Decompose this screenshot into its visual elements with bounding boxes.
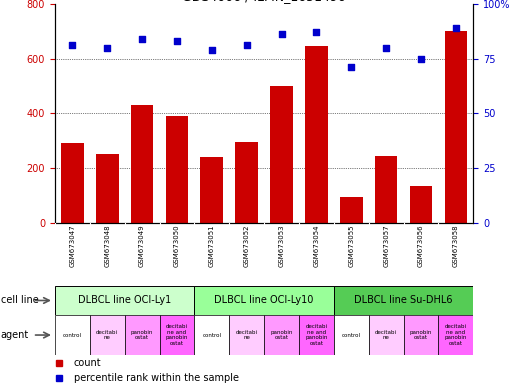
Bar — [55, 286, 195, 315]
Bar — [438, 315, 473, 355]
Text: decitabi
ne: decitabi ne — [375, 329, 397, 341]
Text: GSM673058: GSM673058 — [453, 225, 459, 267]
Bar — [160, 315, 195, 355]
Bar — [55, 315, 90, 355]
Bar — [166, 116, 188, 223]
Text: GSM673054: GSM673054 — [313, 225, 320, 267]
Text: GSM673052: GSM673052 — [244, 225, 249, 267]
Text: DLBCL line Su-DHL6: DLBCL line Su-DHL6 — [354, 295, 453, 306]
Text: decitabi
ne and
panobin
ostat: decitabi ne and panobin ostat — [445, 324, 467, 346]
Text: GSM673049: GSM673049 — [139, 225, 145, 267]
Point — [347, 64, 356, 70]
Bar — [340, 197, 362, 223]
Text: count: count — [74, 358, 101, 368]
Bar — [195, 315, 229, 355]
Bar — [270, 86, 293, 223]
Text: DLBCL line OCI-Ly10: DLBCL line OCI-Ly10 — [214, 295, 314, 306]
Text: DLBCL line OCI-Ly1: DLBCL line OCI-Ly1 — [78, 295, 171, 306]
Bar — [131, 105, 153, 223]
Bar — [124, 315, 160, 355]
Bar — [61, 143, 84, 223]
Bar — [334, 286, 473, 315]
Point — [138, 36, 146, 42]
Bar — [90, 315, 124, 355]
Text: GSM673056: GSM673056 — [418, 225, 424, 267]
Point — [243, 42, 251, 48]
Text: GSM673055: GSM673055 — [348, 225, 354, 267]
Text: GSM673051: GSM673051 — [209, 225, 215, 267]
Bar — [369, 315, 404, 355]
Bar — [334, 315, 369, 355]
Text: percentile rank within the sample: percentile rank within the sample — [74, 373, 238, 383]
Text: panobin
ostat: panobin ostat — [131, 329, 153, 341]
Text: GSM673048: GSM673048 — [104, 225, 110, 267]
Text: agent: agent — [1, 330, 29, 340]
Point — [417, 56, 425, 62]
Bar — [299, 315, 334, 355]
Point — [173, 38, 181, 44]
Text: GSM673057: GSM673057 — [383, 225, 389, 267]
Title: GDS4006 / ILMN_1651496: GDS4006 / ILMN_1651496 — [183, 0, 346, 3]
Bar — [235, 142, 258, 223]
Text: decitabi
ne and
panobin
ostat: decitabi ne and panobin ostat — [305, 324, 327, 346]
Point — [452, 25, 460, 31]
Point — [208, 47, 216, 53]
Bar — [264, 315, 299, 355]
Text: GSM673053: GSM673053 — [279, 225, 285, 267]
Text: decitabi
ne: decitabi ne — [236, 329, 258, 341]
Point — [382, 45, 390, 51]
Text: panobin
ostat: panobin ostat — [410, 329, 432, 341]
Text: GSM673047: GSM673047 — [70, 225, 75, 267]
Text: panobin
ostat: panobin ostat — [270, 329, 293, 341]
Text: control: control — [202, 333, 221, 338]
Point — [312, 29, 321, 35]
Text: GSM673050: GSM673050 — [174, 225, 180, 267]
Bar — [195, 286, 334, 315]
Text: decitabi
ne and
panobin
ostat: decitabi ne and panobin ostat — [166, 324, 188, 346]
Bar — [404, 315, 438, 355]
Bar — [445, 31, 467, 223]
Bar — [410, 186, 433, 223]
Bar — [200, 157, 223, 223]
Bar — [305, 46, 328, 223]
Point — [68, 42, 76, 48]
Bar — [96, 154, 119, 223]
Text: control: control — [342, 333, 361, 338]
Bar — [229, 315, 264, 355]
Text: cell line: cell line — [1, 295, 38, 306]
Point — [103, 45, 111, 51]
Text: decitabi
ne: decitabi ne — [96, 329, 118, 341]
Text: control: control — [63, 333, 82, 338]
Bar — [375, 156, 397, 223]
Point — [277, 31, 286, 38]
